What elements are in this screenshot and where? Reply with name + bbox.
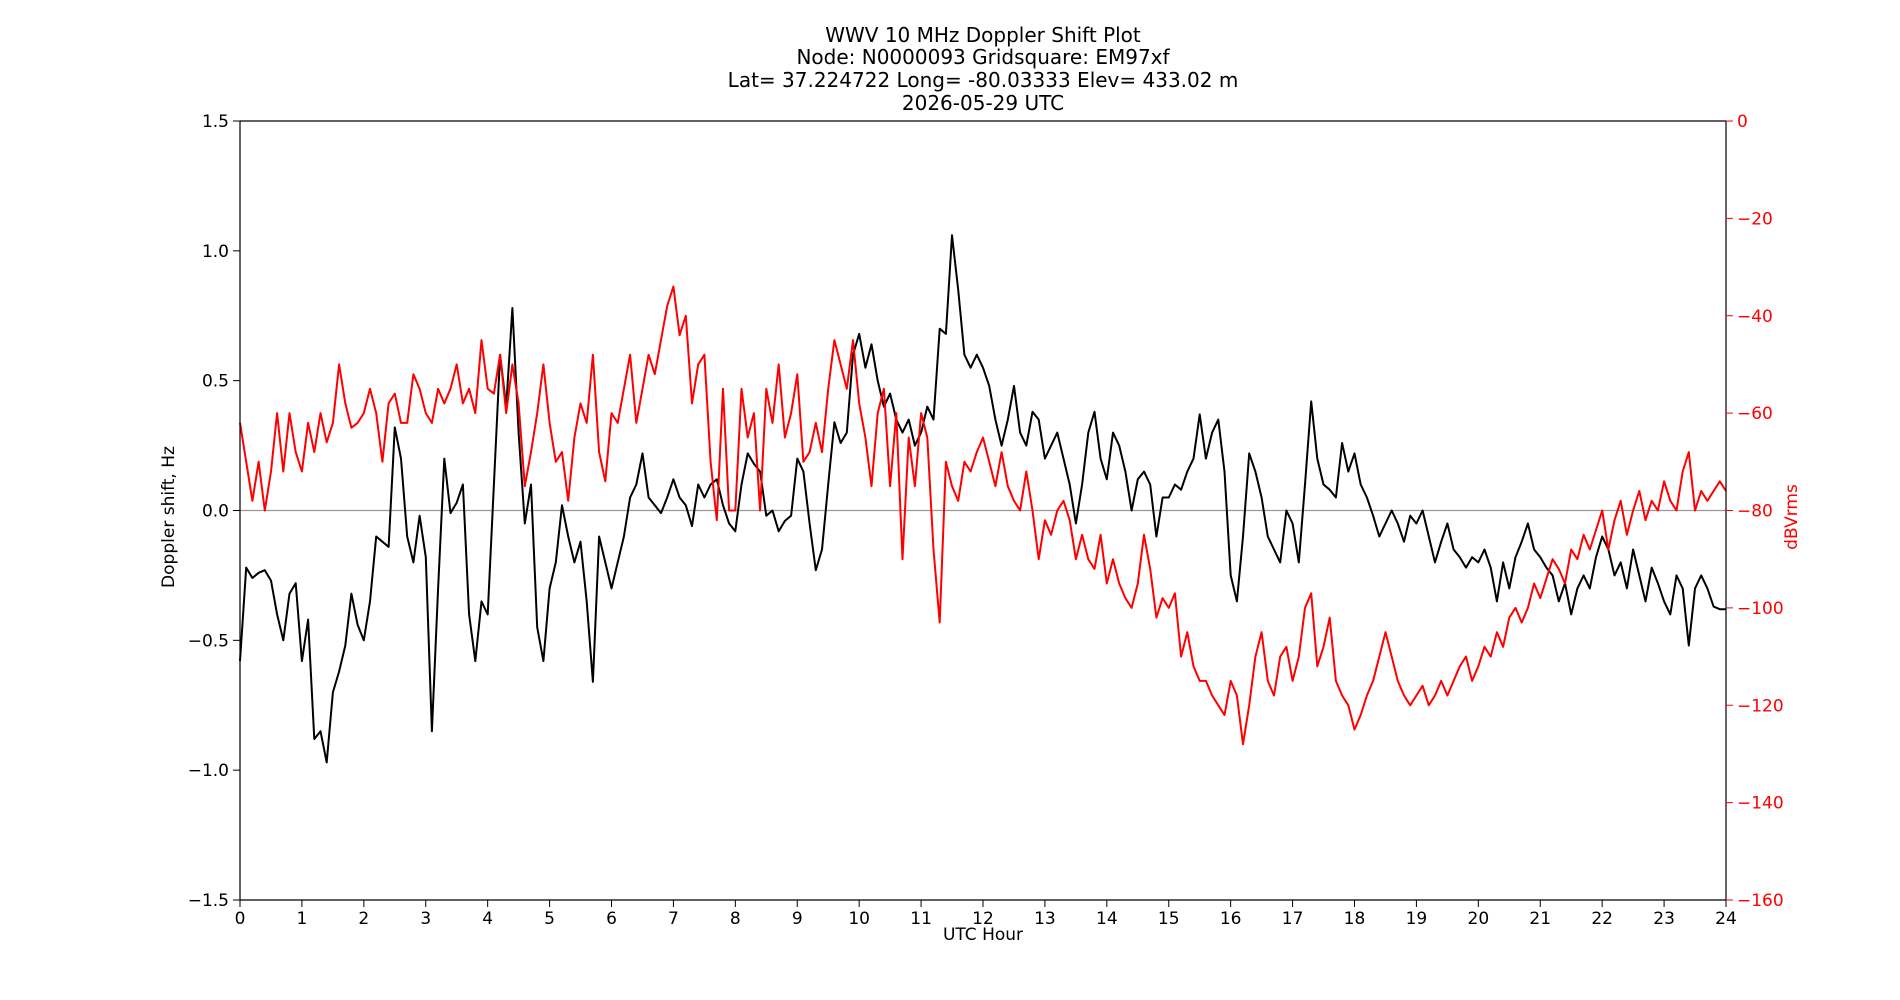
x-tick-label: 19 — [1406, 909, 1428, 929]
power-series-line — [239, 285, 1727, 746]
x-tick-label: 8 — [730, 909, 741, 929]
y-right-tick-label: −100 — [1737, 599, 1784, 619]
chart-title-line1: WWV 10 MHz Doppler Shift Plot — [825, 23, 1141, 47]
x-tick-label: 12 — [972, 909, 994, 929]
y-right-tick-label: −120 — [1737, 696, 1784, 716]
y-left-tick-label: −1.5 — [188, 891, 229, 911]
x-tick-label: 14 — [1096, 909, 1118, 929]
x-tick-label: 15 — [1158, 909, 1180, 929]
y-right-tick-label: −60 — [1737, 404, 1773, 424]
x-tick-label: 4 — [482, 909, 493, 929]
x-tick-label: 0 — [235, 909, 246, 929]
x-tick-label: 20 — [1468, 909, 1490, 929]
x-tick-label: 22 — [1591, 909, 1613, 929]
y-axis-label-right: dBVrms — [1782, 484, 1802, 550]
y-left-tick-label: 0.5 — [202, 372, 229, 392]
x-tick-label: 18 — [1344, 909, 1366, 929]
x-tick-label: 3 — [420, 909, 431, 929]
y-axis-label-left: Doppler shift, Hz — [159, 446, 179, 588]
x-tick-label: 5 — [544, 909, 555, 929]
x-tick-label: 13 — [1034, 909, 1056, 929]
x-axis-label: UTC Hour — [943, 925, 1023, 945]
chart-title-line3: Lat= 37.224722 Long= -80.03333 Elev= 433… — [728, 68, 1239, 92]
ticks-layer: 0 1 2 3 4 5 6 7 8 9 10 11 12 13 14 15 16 17 18 19 20 21 22 23 24… — [188, 112, 1784, 929]
y-left-tick-label: 0.0 — [202, 502, 229, 522]
chart-title-line2: Node: N0000093 Gridsquare: EM97xf — [796, 45, 1170, 69]
x-tick-label: 16 — [1220, 909, 1242, 929]
y-right-tick-label: −20 — [1737, 209, 1773, 229]
y-left-tick-label: −1.0 — [188, 761, 229, 781]
y-left-tick-label: 1.0 — [202, 242, 229, 262]
chart-title-line4: 2026-05-29 UTC — [902, 91, 1064, 115]
x-tick-label: 6 — [606, 909, 617, 929]
y-left-tick-label: −0.5 — [188, 631, 229, 651]
y-right-tick-label: −40 — [1737, 307, 1773, 327]
y-right-tick-label: −140 — [1737, 794, 1784, 814]
x-tick-label: 9 — [792, 909, 803, 929]
x-tick-label: 2 — [358, 909, 369, 929]
x-tick-label: 11 — [910, 909, 932, 929]
x-tick-label: 23 — [1653, 909, 1675, 929]
x-tick-label: 7 — [668, 909, 679, 929]
x-tick-label: 17 — [1282, 909, 1304, 929]
series-layer — [239, 234, 1727, 764]
x-tick-label: 10 — [848, 909, 870, 929]
x-tick-label: 1 — [297, 909, 308, 929]
y-right-tick-label: 0 — [1737, 112, 1748, 132]
x-tick-label: 24 — [1715, 909, 1737, 929]
doppler-series-line — [239, 234, 1726, 764]
y-right-tick-label: −80 — [1737, 502, 1773, 522]
y-right-tick-label: −160 — [1737, 891, 1784, 911]
y-left-tick-label: 1.5 — [202, 112, 229, 132]
x-tick-label: 21 — [1529, 909, 1551, 929]
